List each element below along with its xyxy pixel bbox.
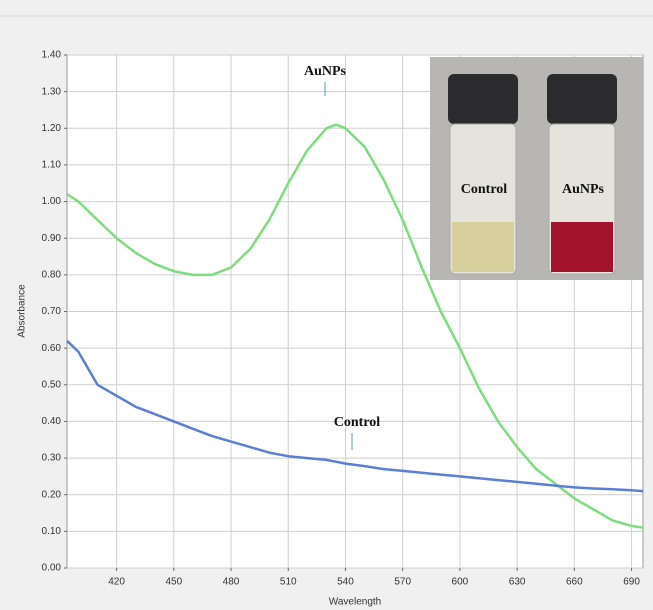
inset-label: AuNPs <box>562 182 605 197</box>
inset-photo: Control AuNPs <box>430 57 643 280</box>
x-tick-label: 600 <box>452 577 469 588</box>
x-axis-label: Wavelength <box>329 597 381 608</box>
x-tick-label: 630 <box>509 577 526 588</box>
y-tick-label: 1.10 <box>42 160 62 171</box>
y-tick-label: 0.00 <box>42 563 62 574</box>
x-tick-label: 420 <box>108 577 125 588</box>
x-tick-label: 480 <box>223 577 240 588</box>
y-tick-label: 0.60 <box>42 343 62 354</box>
series-line <box>66 123 644 529</box>
y-tick-label: 0.50 <box>42 379 62 390</box>
y-tick-label: 1.40 <box>42 50 62 61</box>
x-tick-label: 660 <box>566 577 583 588</box>
y-tick-label: 1.30 <box>42 86 62 97</box>
y-tick-label: 0.90 <box>42 233 62 244</box>
x-tick-label: 570 <box>394 577 411 588</box>
y-tick-label: 0.20 <box>42 489 62 500</box>
y-axis-label: Absorbance <box>17 284 28 338</box>
y-tick-label: 1.20 <box>42 123 62 134</box>
series-line <box>66 339 644 493</box>
inset-label: Control <box>461 182 508 197</box>
x-tick-label: 690 <box>623 577 640 588</box>
x-tick-label: 450 <box>165 577 182 588</box>
annotation: Control <box>334 415 381 430</box>
y-tick-label: 1.00 <box>42 196 62 207</box>
x-tick-label: 540 <box>337 577 354 588</box>
y-tick-label: 0.10 <box>42 526 62 537</box>
y-tick-label: 0.70 <box>42 306 62 317</box>
y-tick-label: 0.40 <box>42 416 62 427</box>
annotation: AuNPs <box>304 64 347 79</box>
y-tick-label: 0.30 <box>42 453 62 464</box>
lines <box>66 123 644 529</box>
y-tick-label: 0.80 <box>42 269 62 280</box>
x-tick-label: 510 <box>280 577 297 588</box>
